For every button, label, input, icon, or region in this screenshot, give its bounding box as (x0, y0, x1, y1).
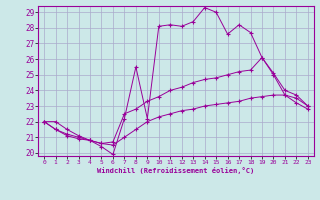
X-axis label: Windchill (Refroidissement éolien,°C): Windchill (Refroidissement éolien,°C) (97, 167, 255, 174)
